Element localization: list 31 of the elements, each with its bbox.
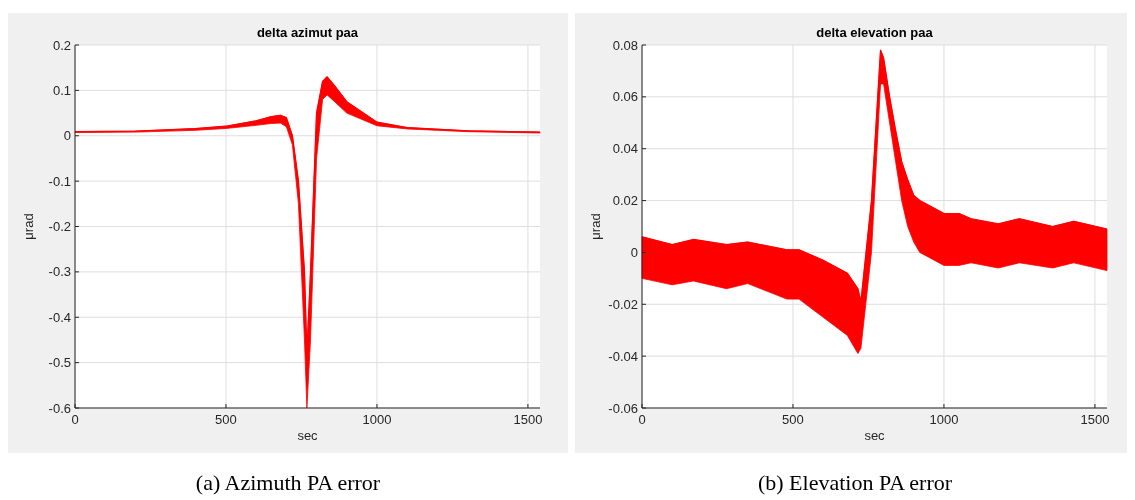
y-tick-label: 0.02 [612,193,638,209]
x-axis-title: sec [864,428,886,443]
y-tick-label: 0.2 [52,37,71,53]
x-tick-label: 1000 [929,412,959,427]
y-tick-label: -0.4 [48,309,71,325]
x-tick-label: 500 [215,412,237,427]
y-axis-title: μrad [21,213,36,240]
x-tick-label: 1000 [362,412,392,427]
y-tick-label: -0.6 [48,400,71,416]
y-tick-label: 0.1 [52,82,71,98]
y-tick-label: 0 [63,128,71,144]
chart-title: delta azimut paa [256,25,359,40]
y-tick-label: -0.1 [48,173,71,189]
y-tick-label: 0.08 [612,37,638,53]
y-tick-label: -0.06 [608,400,638,416]
chart-title: delta elevation paa [816,25,934,40]
y-tick-label: 0 [630,244,638,260]
text: (a) Azimuth PA error [195,470,381,495]
y-tick-label: -0.5 [48,355,71,371]
y-axis-title: μrad [588,213,603,240]
x-tick-label: 1500 [513,412,543,427]
y-tick-label: -0.3 [48,264,71,280]
x-tick-label: 500 [782,412,804,427]
x-axis-title: sec [297,428,319,443]
y-tick-label: -0.02 [608,296,638,312]
y-tick-label: -0.2 [48,219,71,235]
y-tick-label: 0.04 [612,141,638,157]
y-tick-label: -0.04 [608,348,638,364]
y-tick-label: 0.06 [612,89,638,105]
x-tick-label: 1500 [1080,412,1110,427]
text: (b) Elevation PA error [757,470,953,495]
